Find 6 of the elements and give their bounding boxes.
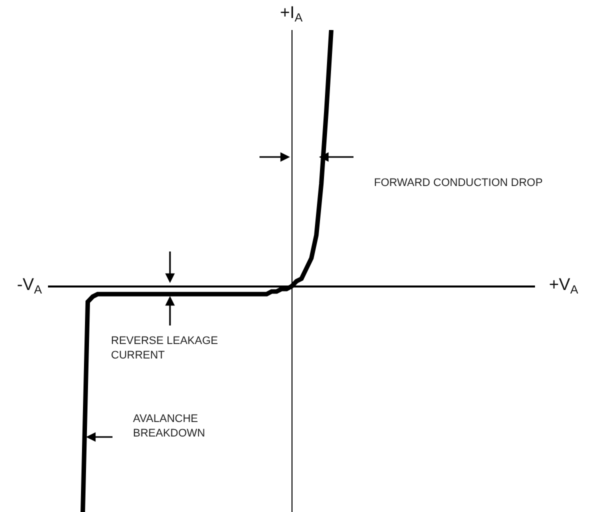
annotation: FORWARD CONDUCTION DROP <box>374 177 543 189</box>
y-axis-title: +I$_{A}$ <box>280 3 303 25</box>
text: -V$_{A}$ <box>17 275 42 297</box>
x-axis-title: +V$_{A}$ <box>549 275 578 297</box>
annotation: AVALANCHE BREAKDOWN <box>133 413 206 440</box>
annotation: REVERSE LEAKAGE CURRENT <box>111 335 218 362</box>
